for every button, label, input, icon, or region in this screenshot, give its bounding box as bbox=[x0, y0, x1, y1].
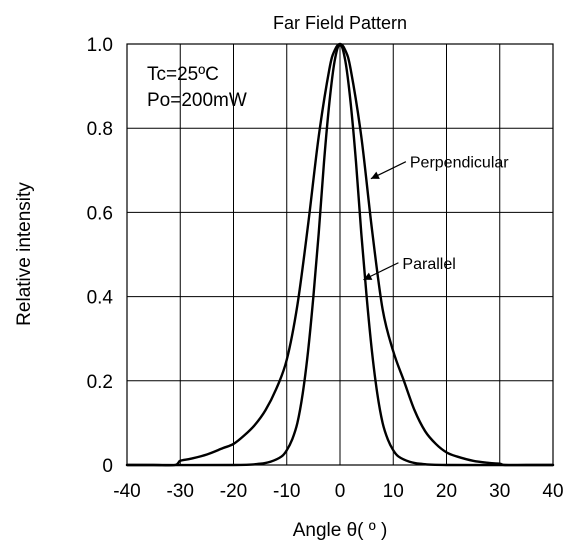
annotation-arrow-head bbox=[363, 272, 373, 280]
y-tick-label: 0.8 bbox=[87, 119, 113, 140]
x-tick-label: -10 bbox=[273, 481, 300, 502]
x-tick-label: -40 bbox=[113, 481, 140, 502]
condition-temperature: Tc=25ºC bbox=[147, 64, 219, 85]
plot-frame bbox=[126, 43, 554, 466]
y-tick-label: 1.0 bbox=[87, 35, 113, 56]
x-tick-label: 30 bbox=[489, 481, 510, 502]
annotation-label: Perpendicular bbox=[410, 155, 509, 172]
x-tick-label: 40 bbox=[542, 481, 563, 502]
x-tick-label: -30 bbox=[167, 481, 194, 502]
y-axis-label: Relative intensity bbox=[14, 182, 35, 326]
y-tick-label: 0.2 bbox=[87, 372, 113, 393]
annotation-label: Parallel bbox=[402, 256, 455, 273]
x-tick-labels: -40 -30 -20 -10 0 10 20 30 40 bbox=[113, 481, 563, 502]
x-tick-label: 0 bbox=[335, 481, 346, 502]
chart-title: Far Field Pattern bbox=[273, 13, 407, 33]
y-tick-label: 0.6 bbox=[87, 203, 113, 224]
y-tick-labels: 0 0.2 0.4 0.6 0.8 1.0 bbox=[87, 35, 114, 477]
y-tick-label: 0 bbox=[102, 456, 113, 477]
grid-lines bbox=[126, 43, 554, 466]
annotation-parallel: Parallel bbox=[363, 256, 456, 281]
annotation-arrow-head bbox=[370, 171, 380, 179]
x-tick-label: 10 bbox=[383, 481, 404, 502]
condition-power: Po=200mW bbox=[147, 90, 247, 111]
x-tick-label: 20 bbox=[436, 481, 457, 502]
y-tick-label: 0.4 bbox=[87, 288, 114, 309]
annotation-perpendicular: Perpendicular bbox=[370, 155, 509, 180]
series-annotations: Perpendicular Parallel bbox=[363, 155, 509, 281]
x-axis-label: Angle θ( º ) bbox=[293, 520, 388, 541]
x-tick-label: -20 bbox=[220, 481, 247, 502]
